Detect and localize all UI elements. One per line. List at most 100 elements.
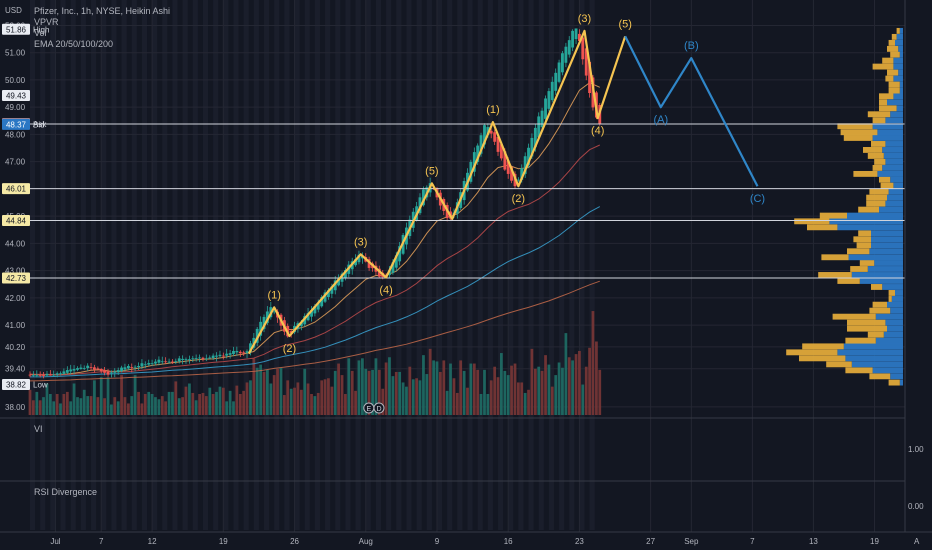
vp-bar-up	[890, 176, 903, 183]
symbol-line[interactable]: Pfizer, Inc., 1h, NYSE, Heikin Ashi	[34, 6, 171, 16]
vp-bar-down	[867, 331, 884, 338]
impulse-wave-label: (5)	[618, 18, 631, 30]
vp-bar-up	[890, 373, 903, 380]
candle-body	[472, 152, 476, 172]
volume-bar	[306, 383, 310, 415]
vp-bar-down	[888, 81, 900, 88]
vp-bar-up	[837, 224, 903, 231]
price-tag-suffix: Ask	[33, 120, 47, 129]
volume-bar	[269, 383, 273, 415]
session-band	[264, 0, 270, 530]
vp-bar-down	[887, 69, 899, 76]
candle-body	[557, 62, 561, 82]
vp-bar-down	[869, 373, 891, 380]
vp-bar-up	[885, 117, 903, 124]
candle-body	[265, 311, 269, 323]
time-tick-label: Sep	[684, 537, 699, 546]
vp-bar-up	[899, 81, 903, 88]
candle-body	[116, 370, 120, 373]
volume-bar	[276, 368, 279, 415]
candle-body	[554, 72, 558, 91]
candle-body	[354, 259, 358, 266]
vp-bar-down	[847, 248, 870, 255]
vp-bar-down	[794, 218, 830, 225]
candle-body	[198, 357, 202, 359]
vi-pane-label[interactable]: VI	[34, 424, 43, 434]
vp-bar-down	[847, 319, 886, 326]
indicator-ema[interactable]: EMA 20/50/100/200	[34, 39, 114, 49]
volume-bar	[411, 379, 415, 415]
candle-body	[537, 116, 541, 138]
volume-bar	[242, 390, 246, 415]
candle-body	[191, 358, 195, 360]
candle-body	[547, 91, 551, 109]
candle-body	[177, 358, 181, 362]
volume-bar	[228, 390, 232, 415]
volume-bar	[500, 353, 503, 415]
volume-bar	[293, 387, 296, 415]
vp-bar-up	[885, 158, 903, 165]
vp-bar-down	[853, 236, 871, 243]
volume-bar	[177, 398, 181, 415]
candle-body	[150, 363, 154, 365]
vp-bar-down	[879, 176, 891, 183]
time-tick-label: 27	[646, 537, 655, 546]
candle-body	[499, 144, 503, 159]
indicator-panes	[0, 0, 932, 533]
volume-bar	[574, 354, 578, 415]
vp-bar-down	[872, 301, 887, 308]
vp-bar-up	[875, 313, 903, 320]
vp-bar-up	[898, 45, 903, 52]
volume-bar	[347, 358, 351, 415]
volume-bar	[143, 394, 147, 415]
candle-body	[476, 145, 480, 162]
candle-body	[48, 374, 52, 376]
vp-bar-up	[845, 355, 903, 362]
candle-body	[160, 361, 164, 363]
vp-bar-down	[858, 206, 879, 213]
volume-bar	[133, 375, 137, 415]
candle-body	[567, 40, 571, 55]
time-tick-label: Aug	[359, 537, 373, 546]
session-band	[579, 0, 585, 530]
volume-bar	[310, 394, 313, 415]
ema200-line	[29, 280, 600, 382]
rsi-pane-label[interactable]: RSI Divergence	[34, 487, 98, 497]
indicator-vol[interactable]: Vol	[34, 28, 47, 38]
volume-bar	[455, 392, 459, 415]
price-tag-bg	[2, 378, 30, 390]
vp-bar-up	[887, 99, 903, 106]
vp-bar-up	[882, 164, 903, 171]
volume-bar	[418, 380, 422, 415]
candle-body	[103, 370, 107, 373]
candle-body	[59, 373, 62, 375]
volume-bar	[435, 361, 439, 415]
session-band	[152, 0, 158, 530]
impulse-wave-line	[247, 29, 627, 355]
volume-bar	[544, 355, 547, 415]
session-band	[243, 0, 249, 530]
session-band	[436, 0, 443, 530]
volume-bar	[89, 396, 93, 415]
volume-bar	[533, 368, 537, 415]
session-band	[304, 0, 310, 530]
candle-body	[564, 46, 568, 63]
price-tag-value: 44.84	[6, 216, 27, 225]
time-axis[interactable]: A Jul 7 12 19 26 Aug 9 16 23 27 Sep 7 13 19	[50, 537, 920, 546]
price-axis[interactable]: 38.0039.4040.2041.0042.0043.0044.0045.00…	[2, 6, 924, 511]
session-band	[538, 0, 544, 530]
candle-body	[35, 374, 39, 376]
volume-bar	[225, 401, 229, 415]
vp-bar-up	[899, 379, 903, 386]
vp-bar-down	[807, 224, 838, 231]
vp-bar-down	[890, 51, 900, 58]
indicator-vpvr[interactable]: VPVR	[34, 17, 59, 27]
volume-bar	[354, 390, 357, 415]
vp-bar-down	[866, 200, 886, 207]
rsi-axis-value: 0.00	[908, 502, 924, 511]
event-marker	[373, 402, 385, 414]
volume-bar	[28, 389, 32, 415]
price-tick-label: 49.00	[5, 103, 26, 112]
